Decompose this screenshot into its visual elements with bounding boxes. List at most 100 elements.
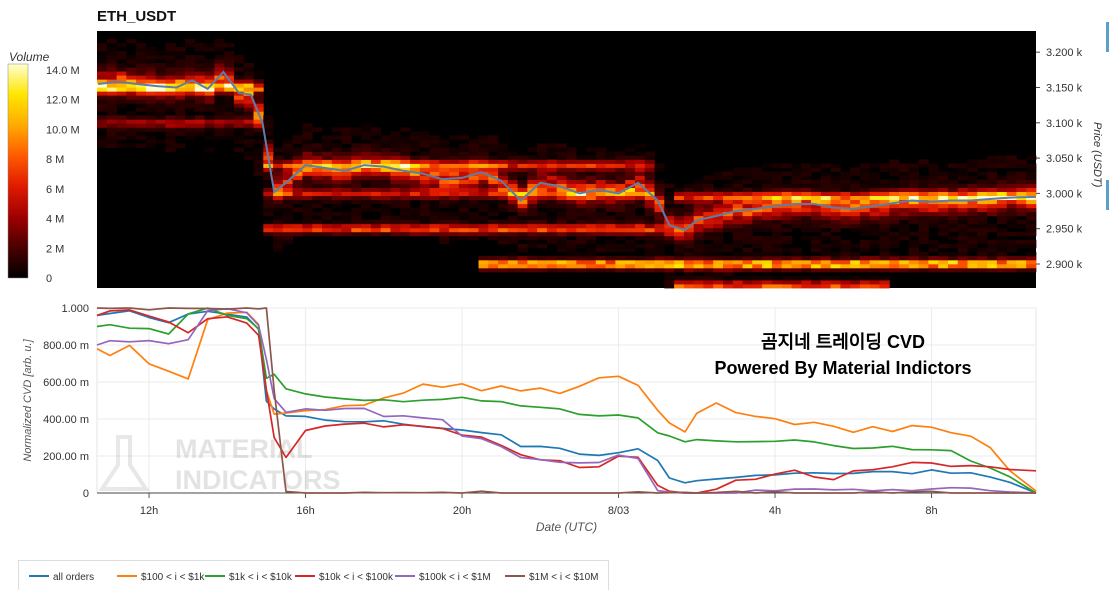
heatmap-cell	[879, 255, 890, 261]
heatmap-cell	[136, 91, 147, 96]
heatmap-cell	[331, 211, 342, 217]
heatmap-cell	[850, 211, 861, 217]
heatmap-cell	[605, 263, 616, 269]
heatmap-cell	[507, 171, 518, 176]
heatmap-cell	[850, 187, 861, 193]
heatmap-cell	[556, 199, 567, 205]
heatmap-cell	[400, 171, 411, 176]
heatmap-cell	[899, 219, 910, 225]
heatmap-cell	[331, 171, 342, 176]
heatmap-cell	[224, 123, 235, 128]
heatmap-cell	[566, 231, 577, 237]
heatmap-cell	[517, 191, 528, 197]
heatmap-cell	[781, 215, 792, 221]
heatmap-cell	[429, 215, 440, 221]
heatmap-cell	[126, 75, 137, 80]
heatmap-cell	[136, 75, 147, 80]
heatmap-cell	[771, 280, 783, 285]
heatmap-cell	[566, 159, 577, 164]
heatmap-cell	[507, 207, 518, 213]
heatmap-cell	[282, 171, 293, 176]
heatmap-cell	[282, 223, 293, 229]
cvd-annotation-subtitle: Powered By Material Indictors	[714, 358, 971, 378]
heatmap-cell	[126, 63, 137, 68]
heatmap-cell	[928, 171, 939, 176]
heatmap-cell	[713, 207, 724, 213]
heatmap-cell	[390, 187, 401, 193]
heatmap-cell	[791, 211, 802, 217]
heatmap-cell	[595, 247, 606, 253]
heatmap-cell	[390, 139, 401, 144]
colorbar-title: Volume	[9, 50, 50, 64]
heatmap-cell	[967, 263, 978, 269]
heatmap-cell	[165, 91, 176, 96]
price-tick-label: 2.950 k	[1046, 224, 1083, 236]
heatmap-cell	[996, 183, 1008, 189]
heatmap-cell	[879, 247, 890, 253]
heatmap-cell	[458, 227, 470, 233]
legend-item[interactable]: $100 < i < $1k	[117, 572, 204, 584]
heatmap-cell	[106, 91, 117, 96]
legend-swatch	[505, 575, 525, 578]
heatmap-cell	[517, 259, 528, 265]
heatmap-cell	[957, 227, 968, 233]
heatmap-cell	[429, 143, 440, 148]
heatmap-cell	[253, 171, 264, 176]
heatmap-cell	[938, 231, 949, 237]
heatmap-cell	[116, 55, 127, 60]
heatmap-cell	[537, 191, 548, 197]
heatmap-cell	[1016, 243, 1027, 249]
heatmap-cell	[889, 259, 900, 265]
heatmap-cell	[723, 171, 734, 176]
heatmap-cell	[126, 115, 137, 120]
heatmap-cell	[742, 187, 753, 193]
heatmap-cell	[674, 267, 685, 273]
heatmap-cell	[312, 147, 323, 152]
heatmap-cell	[556, 187, 567, 193]
heatmap-cell	[517, 203, 528, 209]
heatmap-cell	[419, 143, 430, 148]
heatmap-cell	[1016, 199, 1027, 205]
heatmap-cell	[145, 127, 157, 132]
heatmap-cell	[566, 251, 577, 257]
heatmap-cell	[380, 191, 391, 197]
legend-item[interactable]: $100k < i < $1M	[395, 572, 491, 584]
heatmap-cell	[859, 183, 871, 189]
legend-item[interactable]: $10k < i < $100k	[295, 572, 393, 584]
heatmap-cell	[97, 91, 108, 96]
heatmap-cell	[762, 215, 773, 221]
heatmap-cell	[498, 183, 509, 189]
heatmap-cell	[185, 115, 196, 120]
heatmap-cell	[820, 191, 831, 197]
heatmap-cell	[693, 263, 704, 269]
legend-item[interactable]: all orders	[29, 572, 94, 584]
legend-item[interactable]: $1M < i < $10M	[505, 572, 598, 584]
heatmap-cell	[468, 231, 479, 237]
heatmap-cell	[635, 243, 646, 249]
heatmap-cell	[820, 163, 831, 168]
heatmap-cell	[478, 227, 489, 233]
heatmap-cell	[155, 99, 166, 104]
heatmap-cell	[723, 215, 734, 221]
heatmap-cell	[126, 127, 137, 132]
heatmap-cell	[282, 163, 293, 168]
heatmap-cell	[517, 211, 528, 217]
heatmap-cell	[664, 259, 675, 265]
heatmap-cell	[899, 223, 910, 229]
heatmap-cell	[713, 243, 724, 249]
cvd-x-tick-label: 20h	[453, 505, 471, 517]
heatmap-cell	[899, 183, 910, 189]
heatmap-cell	[683, 215, 695, 221]
heatmap-cell	[253, 87, 264, 92]
heatmap-cell	[771, 175, 783, 181]
heatmap-cell	[889, 239, 900, 245]
legend-item[interactable]: $1k < i < $10k	[205, 572, 292, 584]
heatmap-cell	[889, 243, 900, 249]
heatmap-cell	[752, 187, 763, 193]
heatmap-cell	[351, 127, 362, 132]
heatmap-cell	[478, 151, 489, 156]
heatmap-cell	[566, 211, 577, 217]
heatmap-cell	[957, 255, 968, 261]
heatmap-cell	[791, 219, 802, 225]
heatmap-cell	[1016, 223, 1027, 229]
